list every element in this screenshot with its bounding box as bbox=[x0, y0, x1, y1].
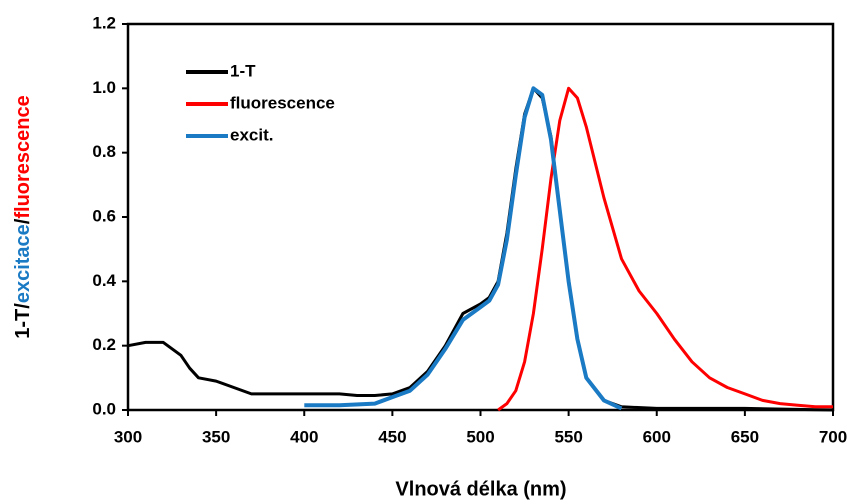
plot-frame bbox=[126, 22, 835, 412]
x-tick-label: 350 bbox=[202, 427, 230, 446]
x-tick-label: 650 bbox=[731, 427, 759, 446]
y-tick-label: 1.0 bbox=[92, 78, 116, 97]
x-tick-label: 400 bbox=[290, 427, 318, 446]
y-tick-label: 1.2 bbox=[92, 13, 116, 32]
y-label-part: 1-T/ bbox=[12, 303, 34, 339]
y-tick-label: 0.8 bbox=[92, 142, 116, 161]
x-tick-label: 500 bbox=[466, 427, 494, 446]
legend-label: fluorescence bbox=[230, 93, 335, 112]
y-tick-label: 0.2 bbox=[92, 335, 116, 354]
x-axis-label: Vlnová délka (nm) bbox=[395, 478, 566, 500]
y-label-part: fluorescence bbox=[12, 95, 34, 218]
x-tick-label: 600 bbox=[643, 427, 671, 446]
x-tick-label: 300 bbox=[114, 427, 142, 446]
y-tick-label: 0.6 bbox=[92, 206, 116, 225]
legend-label: excit. bbox=[230, 125, 273, 144]
y-tick-label: 0.0 bbox=[92, 399, 116, 418]
x-tick-label: 550 bbox=[554, 427, 582, 446]
y-tick-label: 0.4 bbox=[92, 271, 116, 290]
legend-label: 1-T bbox=[230, 61, 256, 80]
x-tick-label: 700 bbox=[819, 427, 847, 446]
y-label-part: / bbox=[12, 218, 34, 224]
x-tick-label: 450 bbox=[378, 427, 406, 446]
data-line bbox=[497, 86, 833, 412]
y-axis-label: 1-T/excitace/fluorescence bbox=[12, 95, 34, 338]
y-label-part: excitace bbox=[12, 224, 34, 303]
data-line bbox=[304, 86, 623, 411]
